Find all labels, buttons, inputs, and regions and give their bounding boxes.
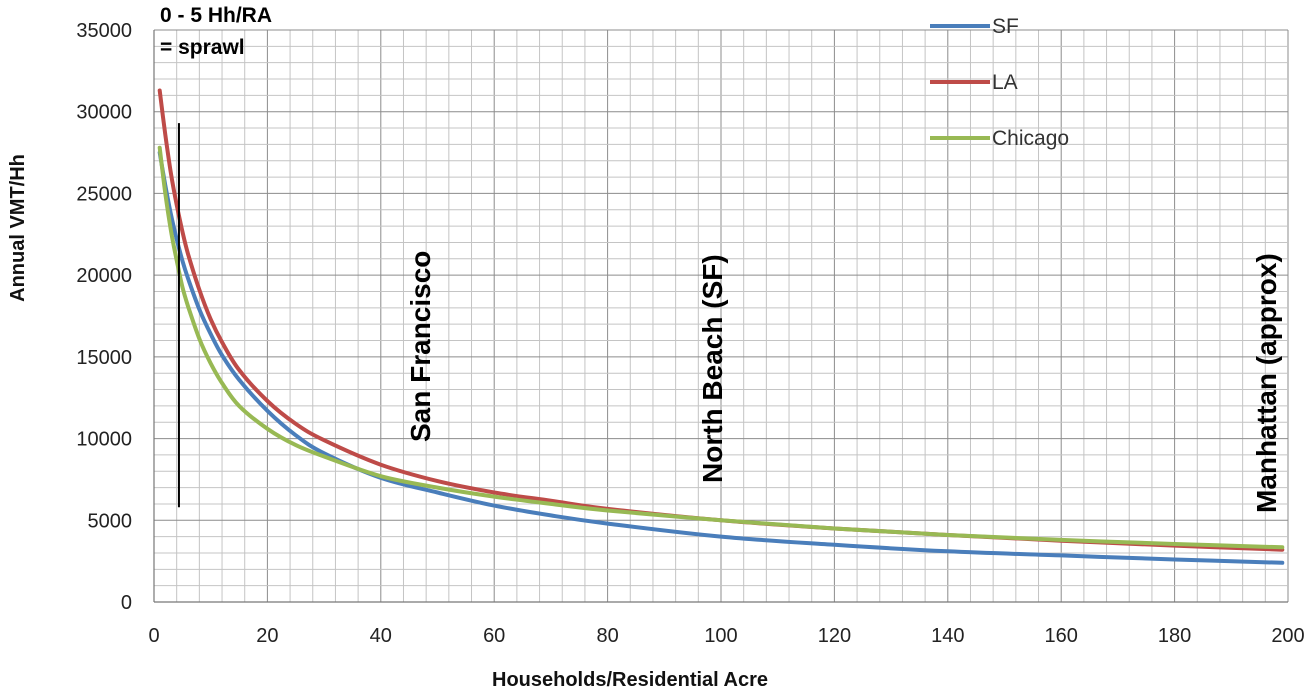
x-tick-label: 80 xyxy=(596,625,618,647)
x-axis-title: Households/Residential Acre xyxy=(492,669,768,691)
y-axis-title: Annual VMT/Hh xyxy=(7,154,29,302)
y-tick-label: 25000 xyxy=(76,183,132,205)
x-tick-label: 0 xyxy=(148,625,159,647)
y-tick-label: 30000 xyxy=(76,102,132,124)
sprawl-annotation-line1: 0 - 5 Hh/RA xyxy=(160,4,272,27)
x-tick-label: 40 xyxy=(370,625,392,647)
x-tick-label: 120 xyxy=(818,625,851,647)
x-tick-label: 180 xyxy=(1158,625,1191,647)
series-lines xyxy=(157,88,1285,565)
y-tick-label: 35000 xyxy=(76,20,132,42)
x-tick-label: 140 xyxy=(931,625,964,647)
legend-label-chicago: Chicago xyxy=(992,127,1069,150)
x-tick-label: 160 xyxy=(1045,625,1078,647)
axes: 0 20 40 60 80 100 120 140 160 180 200 0 5000 10000 150… xyxy=(76,20,1304,647)
legend-label-la: LA xyxy=(992,71,1018,94)
legend: SF LA Chicago xyxy=(930,15,1069,150)
x-tick-label: 60 xyxy=(483,625,505,647)
manhattan-annotation: Manhattan (approx) xyxy=(1251,253,1282,513)
y-tick-label: 15000 xyxy=(76,347,132,369)
x-tick-label: 200 xyxy=(1271,625,1304,647)
y-tick-label: 0 xyxy=(121,592,132,614)
san-francisco-annotation: San Francisco xyxy=(405,251,436,442)
north-beach-annotation: North Beach (SF) xyxy=(697,254,728,483)
grid xyxy=(153,29,1289,603)
y-tick-label: 20000 xyxy=(76,265,132,287)
sprawl-annotation-line2: = sprawl xyxy=(160,36,245,59)
legend-label-sf: SF xyxy=(992,15,1019,38)
series-line-chicago xyxy=(157,145,1285,550)
y-tick-label: 5000 xyxy=(88,510,133,532)
x-tick-label: 20 xyxy=(256,625,278,647)
y-tick-label: 10000 xyxy=(76,429,132,451)
x-tick-label: 100 xyxy=(704,625,737,647)
